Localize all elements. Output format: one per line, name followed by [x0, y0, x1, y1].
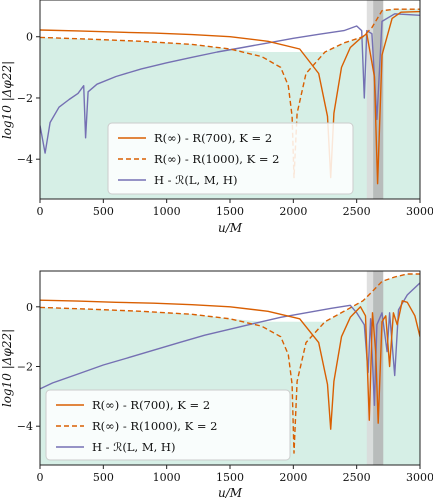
x-tick-label: 0 [37, 205, 44, 218]
legend-box [107, 122, 354, 195]
legend-entry-1: R(∞) - R(700), K = 2 [154, 131, 272, 145]
series-line-3 [40, 282, 420, 406]
y-tick-label: −4 [17, 153, 33, 166]
x-tick-label: 0 [37, 471, 44, 484]
legend: R(∞) - R(700), K = 2 R(∞) - R(1000), K =… [45, 389, 291, 461]
x-tick-label: 1000 [153, 205, 181, 218]
y-tick-label: −4 [17, 420, 33, 433]
x-ticks: 0 500 1000 1500 2000 2500 3000 [37, 199, 433, 218]
highlight-band-1 [366, 0, 374, 199]
y-tick-label: 0 [26, 301, 33, 314]
highlight-band-1 [366, 271, 374, 465]
y-tick-label: −2 [17, 361, 33, 374]
legend-entry-2: R(∞) - R(1000), K = 2 [92, 419, 217, 433]
x-tick-label: 1500 [216, 471, 244, 484]
y-axis-label: log10 |Δφ22| [0, 61, 14, 139]
chart-panel-2: 0 500 1000 1500 2000 2500 3000 0 −2 −4 u/M log10… [0, 270, 433, 500]
legend-entry-3: H - ℛ(L, M, H) [154, 173, 237, 187]
legend-entry-3: H - ℛ(L, M, H) [92, 440, 175, 454]
x-tick-label: 500 [93, 471, 114, 484]
y-ticks: 0 −2 −4 [17, 31, 40, 166]
legend: R(∞) - R(700), K = 2 R(∞) - R(1000), K =… [107, 122, 354, 195]
y-tick-label: −2 [17, 92, 33, 105]
x-tick-label: 2000 [279, 205, 307, 218]
x-tick-label: 2500 [343, 471, 371, 484]
x-tick-label: 1000 [153, 471, 181, 484]
y-axis-label: log10 |Δφ22| [0, 329, 14, 407]
y-tick-label: 0 [26, 31, 33, 44]
series-lines [40, 273, 420, 454]
x-tick-label: 3000 [406, 205, 433, 218]
chart-panel-1: 0 500 1000 1500 2000 2500 3000 0 −2 −4 u/M log10… [0, 0, 433, 235]
x-tick-label: 2000 [279, 471, 307, 484]
y-ticks: 0 −2 −4 [17, 301, 40, 433]
legend-box [45, 389, 291, 461]
x-ticks: 0 500 1000 1500 2000 2500 3000 [37, 465, 433, 484]
highlight-band-2 [373, 271, 384, 465]
x-tick-label: 500 [93, 205, 114, 218]
series-line-2 [40, 273, 420, 454]
legend-entry-2: R(∞) - R(1000), K = 2 [154, 152, 279, 166]
x-tick-label: 2500 [343, 205, 371, 218]
x-tick-label: 1500 [216, 205, 244, 218]
highlight-bands [366, 271, 384, 465]
series-line-1 [40, 299, 420, 430]
x-axis-label: u/M [218, 486, 243, 500]
x-tick-label: 3000 [406, 471, 433, 484]
legend-entry-1: R(∞) - R(700), K = 2 [92, 398, 210, 412]
x-axis-label: u/M [218, 221, 243, 235]
